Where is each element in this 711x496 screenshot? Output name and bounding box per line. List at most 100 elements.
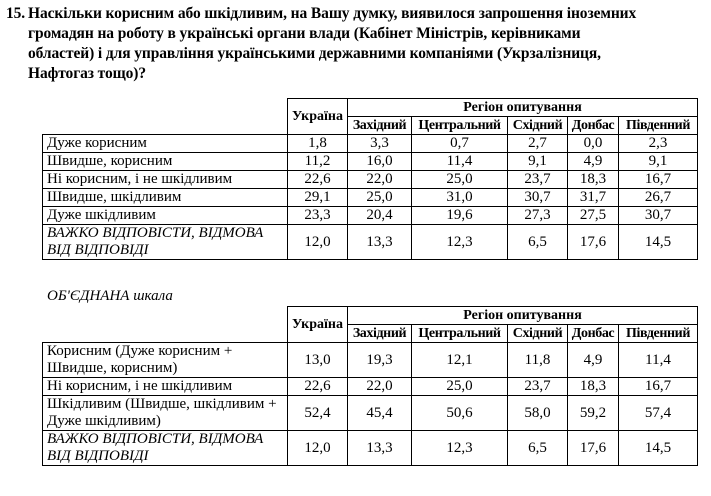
table-row: Корисним (Дуже корисним + Швидше, корисн… xyxy=(42,342,699,378)
cell-value: 16,0 xyxy=(347,152,412,171)
cell-value: 18,3 xyxy=(567,170,619,189)
empty-corner xyxy=(43,99,288,135)
cell-value: 12,3 xyxy=(411,224,508,260)
question-number: 15. xyxy=(6,5,26,22)
combined-scale-label: ОБ'ЄДНАНА шкала xyxy=(47,288,173,304)
cell-value: 50,6 xyxy=(411,395,508,431)
column-header-region: Східний xyxy=(507,324,568,343)
cell-value: 6,5 xyxy=(507,224,568,260)
cell-value: 16,7 xyxy=(617,377,699,396)
cell-value: 25,0 xyxy=(347,188,412,207)
cell-value: 25,0 xyxy=(411,170,508,189)
cell-value: 23,7 xyxy=(507,377,568,396)
table-row: ВАЖКО ВІДПОВІСТИ, ВІДМОВА ВІД ВІДПОВІДІ 1… xyxy=(42,430,699,466)
cell-value: 22,0 xyxy=(347,170,412,189)
cell-value: 31,0 xyxy=(411,188,508,207)
cell-value: 45,4 xyxy=(347,395,412,431)
question-text: 15. Наскільки корисним або шкідливим, на … xyxy=(6,4,706,84)
cell-value: 4,9 xyxy=(567,152,619,171)
row-label: Швидше, корисним xyxy=(42,152,288,171)
column-group-region: Регіон опитування xyxy=(346,306,699,325)
question-line: Наскільки корисним або шкідливим, на Ваш… xyxy=(28,5,637,22)
cell-value: 11,4 xyxy=(411,152,508,171)
cell-value: 19,6 xyxy=(411,206,508,225)
column-header-region: Західний xyxy=(347,116,412,135)
cell-value: 23,3 xyxy=(287,206,348,225)
row-label: Шкідливим (Швидше, шкідливим + Дуже шкід… xyxy=(42,395,288,431)
cell-value: 22,0 xyxy=(347,377,412,396)
empty-corner xyxy=(43,307,288,343)
cell-value: 52,4 xyxy=(287,395,348,431)
cell-value: 3,3 xyxy=(347,134,412,153)
row-label: Швидше, шкідливим xyxy=(42,188,288,207)
cell-value: 14,5 xyxy=(617,224,699,260)
table-row: Дуже шкідливим 23,3 20,4 19,6 27,3 27,5 30,7 xyxy=(42,206,699,225)
cell-value: 22,6 xyxy=(287,377,348,396)
cell-value: 19,3 xyxy=(347,342,412,378)
cell-value: 2,7 xyxy=(507,134,568,153)
column-header-region: Центральний xyxy=(411,324,508,343)
cell-value: 22,6 xyxy=(287,170,348,189)
results-table: Україна Регіон опитування Західний Централь… xyxy=(42,98,699,260)
column-header-region: Донбас xyxy=(567,324,619,343)
column-header-region: Центральний xyxy=(411,116,508,135)
cell-value: 14,5 xyxy=(617,430,699,466)
header-row: Україна Регіон опитування xyxy=(43,98,699,135)
table-row: ВАЖКО ВІДПОВІСТИ, ВІДМОВА ВІД ВІДПОВІДІ 1… xyxy=(42,224,699,260)
row-label: ВАЖКО ВІДПОВІСТИ, ВІДМОВА ВІД ВІДПОВІДІ xyxy=(42,224,288,260)
cell-value: 58,0 xyxy=(507,395,568,431)
cell-value: 12,1 xyxy=(411,342,508,378)
combined-scale-table: Україна Регіон опитування Західний Централь… xyxy=(42,306,699,466)
cell-value: 20,4 xyxy=(347,206,412,225)
cell-value: 26,7 xyxy=(617,188,699,207)
table-row: Ні корисним, і не шкідливим 22,6 22,0 25,0 2… xyxy=(42,170,699,189)
cell-value: 57,4 xyxy=(617,395,699,431)
cell-value: 11,8 xyxy=(507,342,568,378)
cell-value: 16,7 xyxy=(617,170,699,189)
cell-value: 11,2 xyxy=(287,152,348,171)
subheader-row: Західний Центральний Східний Донбас Південни… xyxy=(43,116,699,135)
cell-value: 23,7 xyxy=(507,170,568,189)
cell-value: 13,0 xyxy=(287,342,348,378)
cell-value: 6,5 xyxy=(507,430,568,466)
table-row: Шкідливим (Швидше, шкідливим + Дуже шкід… xyxy=(42,395,699,431)
cell-value: 29,1 xyxy=(287,188,348,207)
column-header-ukraine: Україна xyxy=(287,98,348,135)
cell-value: 30,7 xyxy=(617,206,699,225)
column-header-region: Західний xyxy=(347,324,412,343)
question-line: областей) і для управління українськими … xyxy=(28,45,601,62)
row-label: ВАЖКО ВІДПОВІСТИ, ВІДМОВА ВІД ВІДПОВІДІ xyxy=(42,430,288,466)
cell-value: 17,6 xyxy=(567,224,619,260)
column-header-region: Південний xyxy=(617,324,699,343)
column-header-region: Донбас xyxy=(567,116,619,135)
row-label: Дуже корисним xyxy=(42,134,288,153)
cell-value: 17,6 xyxy=(567,430,619,466)
header-row: Україна Регіон опитування xyxy=(43,306,699,343)
cell-value: 2,3 xyxy=(617,134,699,153)
row-label: Ні корисним, і не шкідливим xyxy=(42,377,288,396)
column-header-region: Східний xyxy=(507,116,568,135)
cell-value: 12,0 xyxy=(287,430,348,466)
cell-value: 9,1 xyxy=(617,152,699,171)
cell-value: 11,4 xyxy=(617,342,699,378)
cell-value: 59,2 xyxy=(567,395,619,431)
cell-value: 27,3 xyxy=(507,206,568,225)
cell-value: 12,0 xyxy=(287,224,348,260)
cell-value: 0,0 xyxy=(567,134,619,153)
row-label: Корисним (Дуже корисним + Швидше, корисн… xyxy=(42,342,288,378)
cell-value: 1,8 xyxy=(287,134,348,153)
column-group-region: Регіон опитування xyxy=(346,98,699,117)
cell-value: 4,9 xyxy=(567,342,619,378)
row-label: Ні корисним, і не шкідливим xyxy=(42,170,288,189)
cell-value: 13,3 xyxy=(347,430,412,466)
cell-value: 18,3 xyxy=(567,377,619,396)
cell-value: 31,7 xyxy=(567,188,619,207)
table-row: Дуже корисним 1,8 3,3 0,7 2,7 0,0 2,3 xyxy=(42,134,699,153)
cell-value: 27,5 xyxy=(567,206,619,225)
cell-value: 0,7 xyxy=(411,134,508,153)
column-header-ukraine: Україна xyxy=(287,306,348,343)
question-line: Нафтогаз тощо)? xyxy=(28,65,146,82)
cell-value: 9,1 xyxy=(507,152,568,171)
table-row: Швидше, корисним 11,2 16,0 11,4 9,1 4,9 9,1 xyxy=(42,152,699,171)
column-header-region: Південний xyxy=(617,116,699,135)
